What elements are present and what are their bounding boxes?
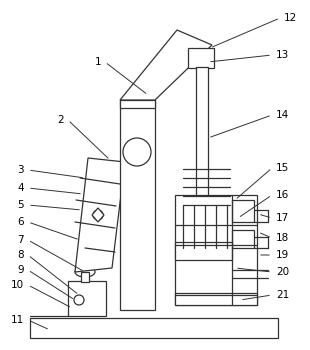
Polygon shape	[120, 30, 212, 100]
Text: 8: 8	[17, 250, 24, 260]
Bar	[120, 100, 155, 108]
Polygon shape	[92, 208, 104, 222]
Bar	[232, 200, 254, 222]
Bar	[188, 48, 214, 68]
Text: 10: 10	[11, 280, 24, 290]
Bar	[81, 272, 89, 282]
Bar	[30, 318, 278, 338]
Bar	[175, 242, 232, 260]
Circle shape	[96, 213, 100, 217]
Text: 18: 18	[276, 233, 289, 243]
Circle shape	[123, 138, 151, 166]
Text: 7: 7	[17, 235, 24, 245]
Text: 15: 15	[276, 163, 289, 173]
Bar	[68, 281, 106, 316]
Bar	[232, 230, 254, 248]
Text: 13: 13	[276, 50, 289, 60]
Text: 3: 3	[17, 165, 24, 175]
Circle shape	[93, 210, 103, 220]
Bar	[196, 67, 208, 215]
Text: 6: 6	[17, 217, 24, 227]
Text: 21: 21	[276, 290, 289, 300]
Text: 20: 20	[276, 267, 289, 277]
Bar	[120, 100, 155, 310]
Text: 19: 19	[276, 250, 289, 260]
Circle shape	[74, 295, 84, 305]
Text: 5: 5	[17, 200, 24, 210]
Text: 1: 1	[94, 57, 101, 67]
Polygon shape	[75, 158, 125, 272]
Text: 14: 14	[276, 110, 289, 120]
Bar	[175, 195, 257, 305]
Text: 9: 9	[17, 265, 24, 275]
Ellipse shape	[75, 267, 95, 277]
Text: 2: 2	[57, 115, 64, 125]
Bar	[175, 293, 257, 305]
Text: 11: 11	[11, 315, 24, 325]
Text: 16: 16	[276, 190, 289, 200]
Text: 4: 4	[17, 183, 24, 193]
Text: 17: 17	[276, 213, 289, 223]
Text: 12: 12	[284, 13, 297, 23]
